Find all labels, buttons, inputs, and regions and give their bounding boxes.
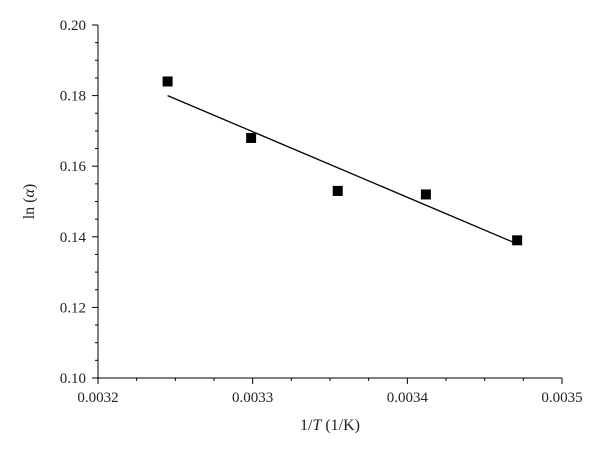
- y-tick-label: 0.18: [60, 89, 86, 105]
- y-axis-title-variable: α: [21, 188, 38, 197]
- y-axis-title: ln (α): [21, 184, 38, 220]
- y-axis-title-prefix: ln (: [21, 197, 38, 219]
- x-tick-label: 0.0035: [541, 390, 582, 406]
- data-point: [246, 132, 257, 143]
- y-tick-label: 0.10: [60, 371, 86, 387]
- x-axis-title-variable: T: [312, 417, 322, 434]
- y-tick-label: 0.20: [60, 18, 86, 34]
- x-tick-label: 0.0032: [77, 390, 118, 406]
- y-tick-label: 0.16: [60, 159, 87, 175]
- y-axis-ticks: 0.10 0.12 0.14 0.16 0.18 0.20: [60, 18, 98, 387]
- x-axis-title-unit: (1/K): [321, 417, 360, 434]
- data-point: [332, 185, 343, 196]
- trendline-segment: [167, 95, 518, 245]
- data-point: [512, 235, 523, 246]
- x-tick-label: 0.0033: [232, 390, 273, 406]
- data-point: [162, 76, 173, 87]
- trendline: [167, 95, 518, 245]
- x-axis-title: 1/T (1/K): [300, 417, 360, 434]
- y-tick-label: 0.14: [60, 230, 87, 246]
- y-tick-label: 0.12: [60, 300, 86, 316]
- x-axis-ticks: 0.0032 0.0033 0.0034 0.0035: [77, 378, 583, 406]
- data-points: [162, 76, 523, 246]
- x-tick-label: 0.0034: [387, 390, 429, 406]
- x-axis-title-prefix: 1/: [300, 417, 313, 434]
- y-axis-title-suffix: ): [21, 184, 38, 189]
- data-point: [420, 189, 431, 200]
